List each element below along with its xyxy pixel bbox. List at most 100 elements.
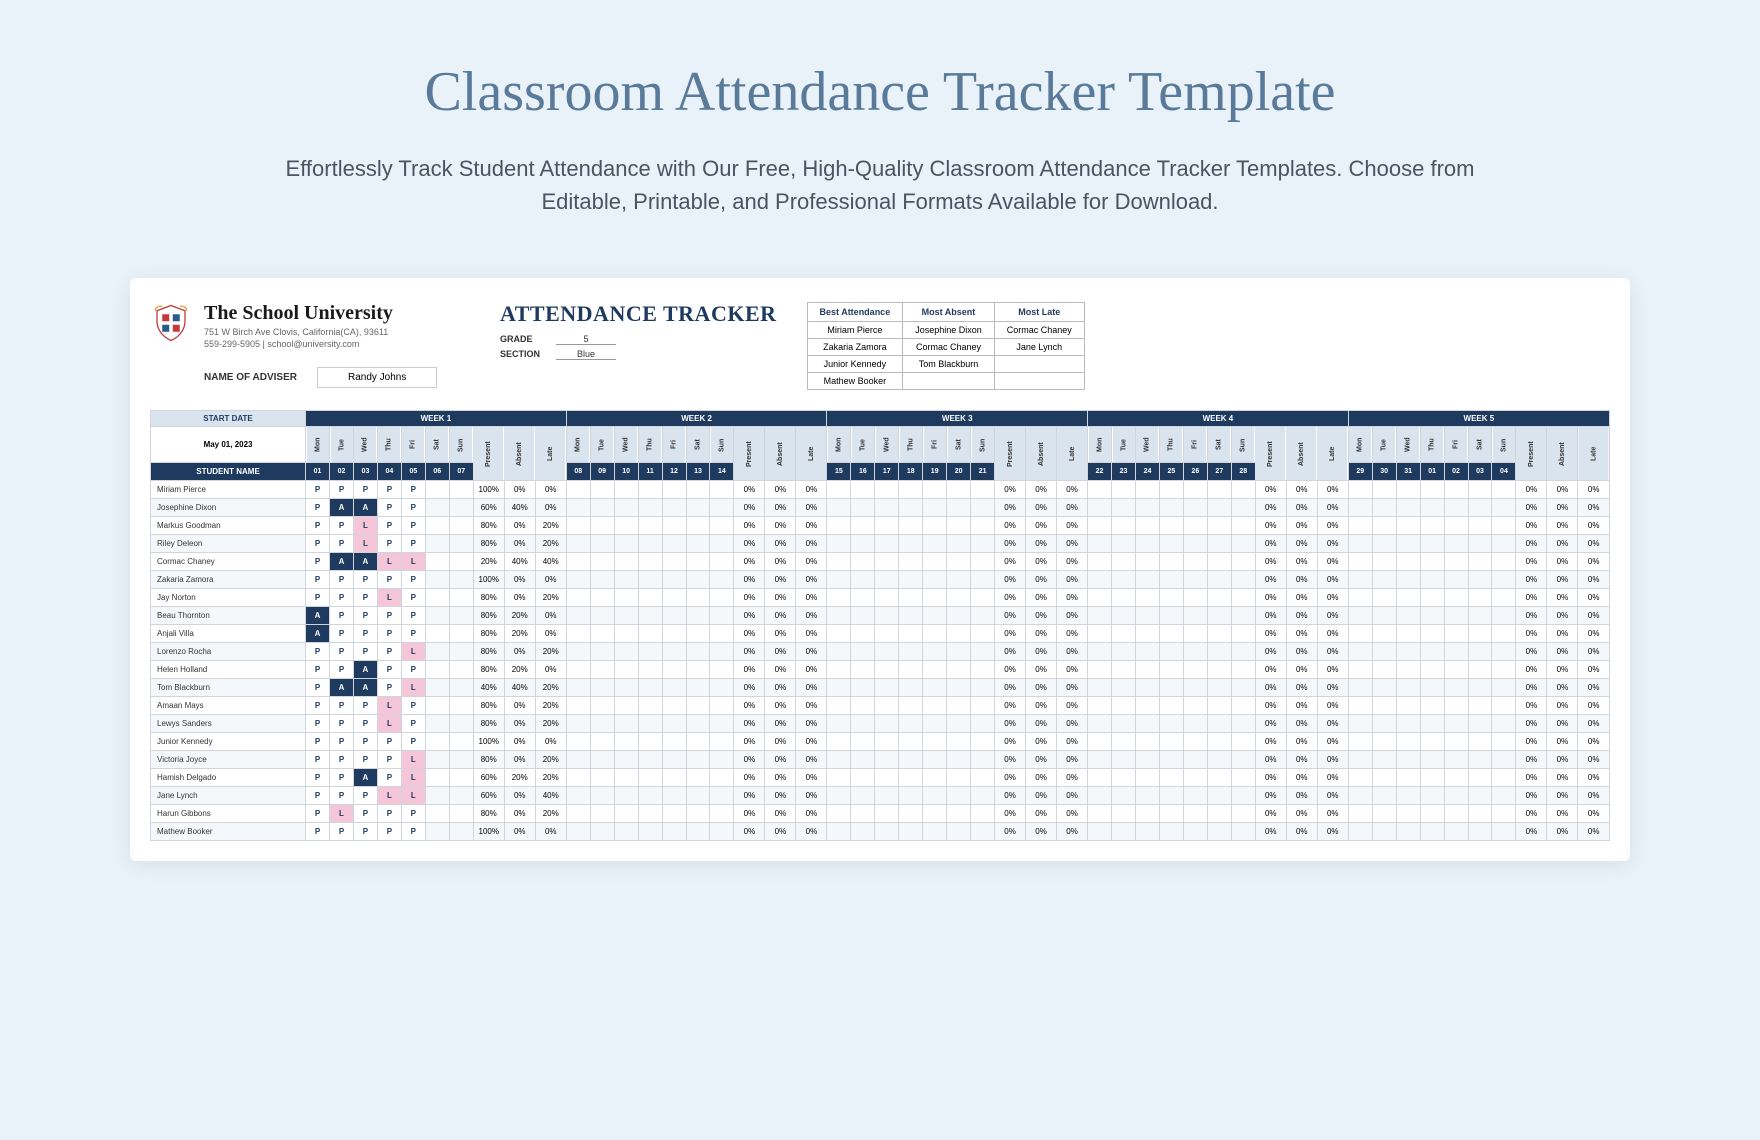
attendance-cell[interactable]: P xyxy=(377,481,401,499)
attendance-cell[interactable] xyxy=(566,661,590,679)
attendance-cell[interactable] xyxy=(1088,823,1112,841)
attendance-cell[interactable] xyxy=(1372,697,1396,715)
attendance-cell[interactable] xyxy=(710,733,734,751)
attendance-cell[interactable]: P xyxy=(330,823,354,841)
attendance-cell[interactable] xyxy=(710,715,734,733)
attendance-cell[interactable] xyxy=(851,535,875,553)
attendance-cell[interactable] xyxy=(1348,805,1372,823)
attendance-cell[interactable] xyxy=(947,715,971,733)
attendance-cell[interactable] xyxy=(851,823,875,841)
attendance-cell[interactable]: P xyxy=(330,589,354,607)
attendance-cell[interactable] xyxy=(1088,535,1112,553)
attendance-cell[interactable] xyxy=(1207,805,1231,823)
attendance-cell[interactable] xyxy=(1468,751,1492,769)
attendance-cell[interactable] xyxy=(851,607,875,625)
attendance-cell[interactable] xyxy=(662,679,686,697)
attendance-cell[interactable] xyxy=(1492,805,1516,823)
attendance-cell[interactable]: P xyxy=(306,715,330,733)
attendance-cell[interactable] xyxy=(638,517,662,535)
attendance-cell[interactable] xyxy=(710,823,734,841)
attendance-cell[interactable] xyxy=(1396,733,1420,751)
attendance-cell[interactable] xyxy=(590,679,614,697)
attendance-cell[interactable] xyxy=(1207,625,1231,643)
attendance-cell[interactable] xyxy=(1183,589,1207,607)
attendance-cell[interactable] xyxy=(1372,643,1396,661)
attendance-cell[interactable] xyxy=(638,499,662,517)
attendance-cell[interactable] xyxy=(1183,643,1207,661)
attendance-cell[interactable] xyxy=(1112,751,1136,769)
attendance-cell[interactable] xyxy=(947,517,971,535)
attendance-cell[interactable] xyxy=(1468,805,1492,823)
attendance-cell[interactable]: P xyxy=(353,787,377,805)
attendance-cell[interactable] xyxy=(923,769,947,787)
attendance-cell[interactable] xyxy=(1207,661,1231,679)
attendance-cell[interactable] xyxy=(875,571,899,589)
attendance-cell[interactable]: P xyxy=(306,481,330,499)
attendance-cell[interactable] xyxy=(662,751,686,769)
attendance-cell[interactable] xyxy=(851,751,875,769)
attendance-cell[interactable] xyxy=(1444,481,1468,499)
attendance-cell[interactable] xyxy=(662,625,686,643)
attendance-cell[interactable] xyxy=(686,787,710,805)
attendance-cell[interactable]: P xyxy=(377,733,401,751)
attendance-cell[interactable] xyxy=(590,823,614,841)
attendance-cell[interactable]: P xyxy=(377,499,401,517)
attendance-cell[interactable] xyxy=(614,499,638,517)
attendance-cell[interactable] xyxy=(1231,715,1255,733)
attendance-cell[interactable] xyxy=(1420,535,1444,553)
attendance-cell[interactable] xyxy=(1112,643,1136,661)
attendance-cell[interactable]: P xyxy=(306,733,330,751)
attendance-cell[interactable] xyxy=(1420,679,1444,697)
attendance-cell[interactable] xyxy=(1492,499,1516,517)
attendance-cell[interactable] xyxy=(425,697,449,715)
attendance-cell[interactable] xyxy=(662,715,686,733)
attendance-cell[interactable] xyxy=(614,553,638,571)
attendance-cell[interactable] xyxy=(1183,823,1207,841)
attendance-cell[interactable] xyxy=(1183,715,1207,733)
attendance-cell[interactable]: P xyxy=(353,607,377,625)
attendance-cell[interactable]: L xyxy=(401,751,425,769)
attendance-cell[interactable] xyxy=(827,589,851,607)
attendance-cell[interactable] xyxy=(449,535,473,553)
attendance-cell[interactable]: P xyxy=(377,805,401,823)
attendance-cell[interactable] xyxy=(923,697,947,715)
attendance-cell[interactable] xyxy=(1444,751,1468,769)
attendance-cell[interactable] xyxy=(662,607,686,625)
attendance-cell[interactable]: P xyxy=(401,697,425,715)
attendance-cell[interactable] xyxy=(710,697,734,715)
attendance-cell[interactable] xyxy=(566,535,590,553)
attendance-cell[interactable] xyxy=(662,553,686,571)
attendance-cell[interactable] xyxy=(1159,517,1183,535)
attendance-cell[interactable] xyxy=(1159,553,1183,571)
attendance-cell[interactable] xyxy=(923,499,947,517)
attendance-cell[interactable] xyxy=(899,733,923,751)
attendance-cell[interactable] xyxy=(1135,571,1159,589)
attendance-cell[interactable] xyxy=(425,625,449,643)
attendance-cell[interactable] xyxy=(1231,805,1255,823)
attendance-cell[interactable] xyxy=(1348,571,1372,589)
attendance-cell[interactable] xyxy=(1372,679,1396,697)
attendance-cell[interactable] xyxy=(425,499,449,517)
attendance-cell[interactable] xyxy=(614,787,638,805)
attendance-cell[interactable] xyxy=(1207,751,1231,769)
attendance-cell[interactable] xyxy=(1396,571,1420,589)
attendance-cell[interactable] xyxy=(449,769,473,787)
attendance-cell[interactable] xyxy=(1159,607,1183,625)
attendance-cell[interactable] xyxy=(614,805,638,823)
attendance-cell[interactable] xyxy=(614,661,638,679)
attendance-cell[interactable]: A xyxy=(353,661,377,679)
attendance-cell[interactable] xyxy=(947,499,971,517)
attendance-cell[interactable]: L xyxy=(377,697,401,715)
attendance-cell[interactable] xyxy=(947,679,971,697)
attendance-cell[interactable] xyxy=(1396,589,1420,607)
attendance-cell[interactable] xyxy=(1207,607,1231,625)
attendance-cell[interactable] xyxy=(662,805,686,823)
attendance-cell[interactable] xyxy=(1183,805,1207,823)
attendance-cell[interactable] xyxy=(1207,535,1231,553)
attendance-cell[interactable] xyxy=(971,643,995,661)
attendance-cell[interactable] xyxy=(638,589,662,607)
attendance-cell[interactable] xyxy=(686,571,710,589)
attendance-cell[interactable] xyxy=(590,625,614,643)
attendance-cell[interactable] xyxy=(1492,715,1516,733)
attendance-cell[interactable] xyxy=(971,607,995,625)
